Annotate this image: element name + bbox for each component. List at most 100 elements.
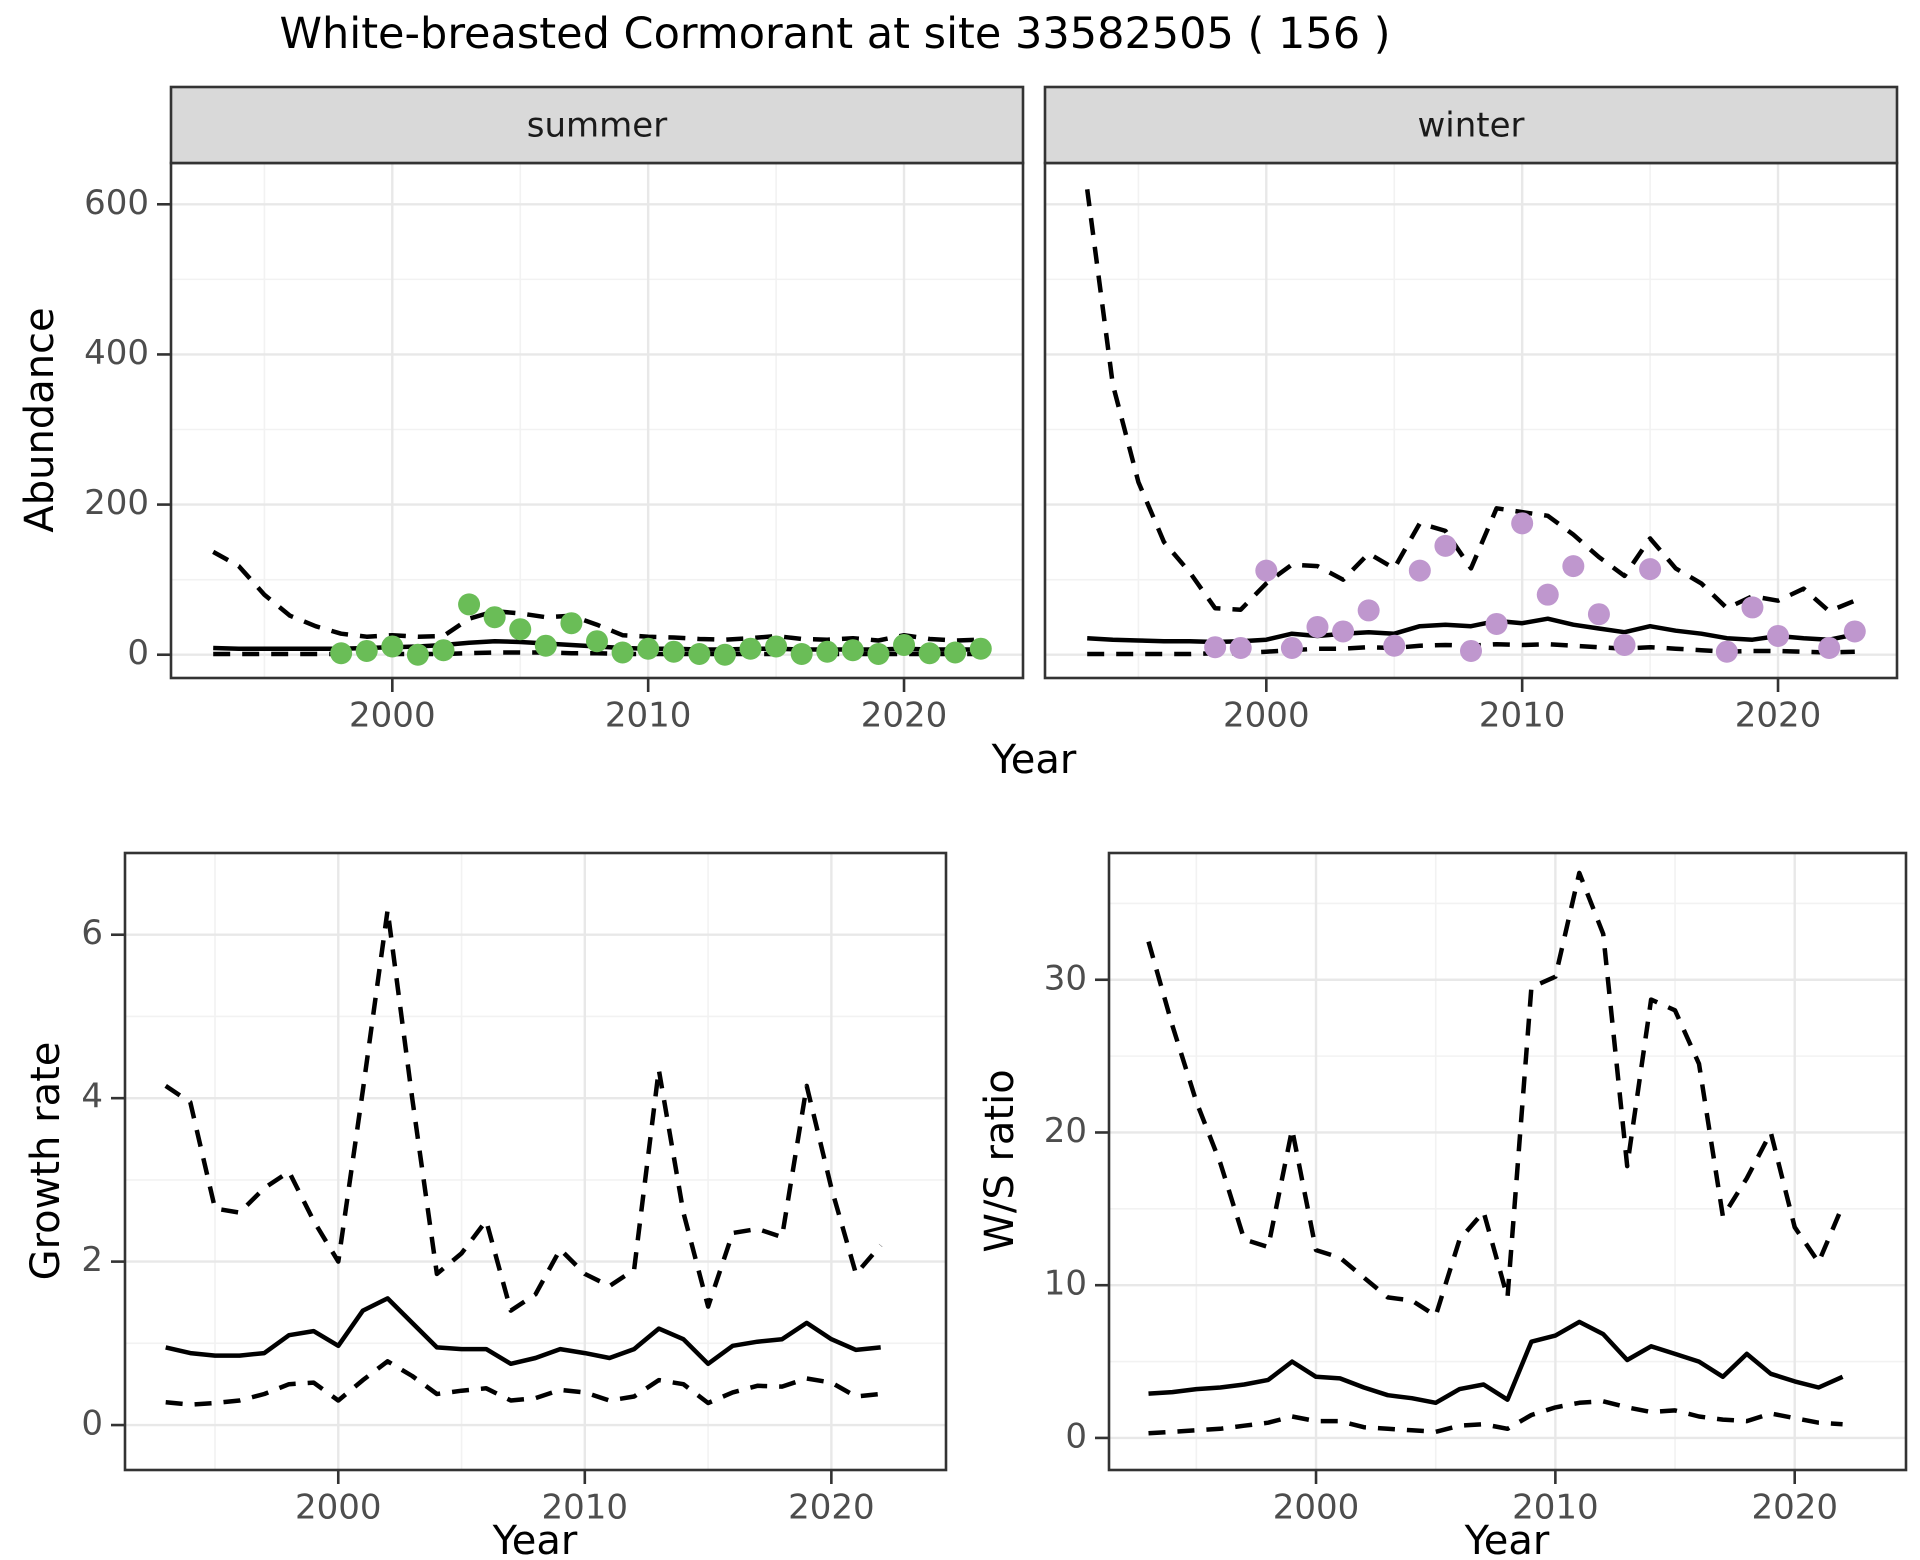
facet-strip-label: summer: [527, 106, 667, 146]
winter-data-point: [1332, 620, 1355, 643]
summer-data-point: [432, 639, 455, 662]
winter-data-point: [1408, 559, 1431, 582]
panel-background: [1109, 853, 1906, 1470]
winter-data-point: [1639, 558, 1662, 581]
y-axis-title-abundance: Abundance: [17, 307, 63, 533]
summer-data-point: [765, 635, 788, 658]
median-line: [1148, 1319, 1844, 1406]
y-tick-label: 30: [1044, 958, 1087, 998]
y-axis-title-growth: Growth rate: [23, 1041, 69, 1281]
summer-data-point: [739, 637, 762, 660]
y-tick-label: 200: [84, 483, 149, 523]
y-tick-label: 0: [81, 1404, 103, 1444]
x-tick-label: 2010: [1479, 696, 1566, 736]
summer-data-point: [918, 642, 941, 665]
lower_ci-line: [165, 1359, 881, 1407]
x-tick-label: 2000: [295, 1488, 382, 1528]
summer-data-point: [816, 640, 839, 663]
y-tick-label: 600: [84, 183, 149, 223]
winter-data-point: [1229, 636, 1252, 659]
winter-data-point: [1536, 583, 1559, 606]
median-line: [165, 1296, 881, 1367]
lower_ci-line: [1148, 1399, 1843, 1436]
x-tick-label: 2010: [542, 1488, 629, 1528]
upper_ci-line: [164, 907, 883, 1313]
summer-data-point: [483, 606, 506, 629]
facet-strip-label: winter: [1417, 106, 1524, 146]
summer-data-point: [662, 640, 685, 663]
summer-data-point: [790, 642, 813, 665]
y-axis-title-ws: W/S ratio: [977, 1069, 1023, 1253]
panel-background: [171, 163, 1023, 678]
x-tick-label: 2000: [349, 696, 436, 736]
winter-data-point: [1562, 555, 1585, 578]
summer-data-point: [458, 593, 481, 616]
winter-data-point: [1204, 636, 1227, 659]
panel-background: [125, 853, 946, 1470]
upper_ci-line: [1146, 870, 1845, 1319]
summer-data-point: [637, 637, 660, 660]
facet-strip: [169, 85, 1025, 165]
winter-data-point: [1843, 620, 1866, 643]
summer-data-point: [867, 642, 890, 665]
x-tick-label: 2020: [1751, 1488, 1838, 1528]
winter-data-point: [1357, 599, 1380, 622]
summer-data-point: [893, 633, 916, 656]
x-tick-label: 2020: [1735, 696, 1822, 736]
summer-data-point: [688, 642, 711, 665]
summer-data-point: [969, 637, 992, 660]
x-axis-title-growth: Year: [492, 1518, 578, 1560]
summer-data-point: [560, 612, 583, 635]
summer-data-point: [611, 641, 634, 664]
winter-data-point: [1715, 640, 1738, 663]
panel-border: [1107, 851, 1908, 1472]
winter-data-point: [1613, 633, 1636, 656]
y-tick-label: 2: [81, 1240, 103, 1280]
x-tick-label: 2000: [1223, 696, 1310, 736]
summer-data-point: [841, 639, 864, 662]
summer-data-point: [509, 618, 532, 641]
winter-data-point: [1255, 559, 1278, 582]
summer-data-point: [586, 630, 608, 653]
summer-data-point: [944, 641, 967, 664]
x-axis-title-top: Year: [991, 737, 1077, 783]
y-tick-label: 20: [1044, 1111, 1087, 1151]
y-tick-label: 4: [81, 1077, 103, 1117]
y-tick-label: 0: [127, 633, 149, 673]
winter-data-point: [1511, 512, 1534, 535]
y-tick-label: 0: [1065, 1416, 1087, 1456]
plot-title: White-breasted Cormorant at site 3358250…: [279, 9, 1391, 59]
winter-data-point: [1741, 596, 1764, 619]
summer-data-point: [713, 643, 736, 666]
summer-data-point: [534, 634, 557, 657]
winter-data-point: [1767, 624, 1790, 647]
winter-data-point: [1280, 636, 1303, 659]
x-tick-label: 2010: [605, 696, 692, 736]
x-tick-label: 2020: [861, 696, 948, 736]
x-tick-label: 2020: [788, 1488, 875, 1528]
summer-data-point: [406, 643, 429, 666]
x-axis-title-ws: Year: [1464, 1518, 1550, 1560]
winter-data-point: [1587, 603, 1610, 626]
summer-data-point: [381, 635, 404, 658]
winter-upper_ci-line: [1084, 189, 1856, 614]
winter-data-point: [1485, 612, 1508, 635]
y-tick-label: 10: [1044, 1264, 1087, 1304]
panel-background: [1045, 163, 1897, 678]
winter-data-point: [1434, 534, 1457, 557]
summer-data-point: [355, 639, 378, 662]
y-tick-label: 6: [81, 913, 103, 953]
winter-data-point: [1306, 615, 1329, 638]
facet-strip: [1043, 85, 1899, 165]
winter-data-point: [1383, 634, 1406, 657]
winter-data-point: [1818, 636, 1841, 659]
y-tick-label: 400: [84, 333, 149, 373]
winter-data-point: [1460, 639, 1482, 662]
x-tick-label: 2010: [1512, 1488, 1599, 1528]
summer-upper_ci-line: [212, 549, 981, 643]
summer-data-point: [330, 642, 353, 665]
panel-border: [123, 851, 948, 1472]
x-tick-label: 2000: [1273, 1488, 1360, 1528]
